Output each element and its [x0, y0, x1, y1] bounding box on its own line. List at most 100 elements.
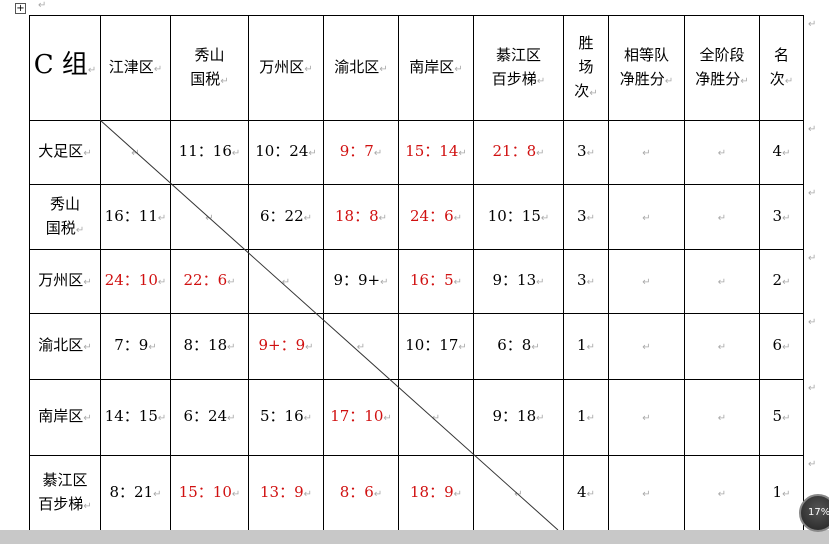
score-cell[interactable] [684, 249, 760, 314]
row-header-team[interactable]: 秀山 国税 [29, 184, 101, 250]
score-cell[interactable]: 3 [563, 120, 609, 185]
cell-text: 南岸区 [409, 57, 455, 76]
column-header[interactable]: 江津区 [100, 15, 171, 121]
score-cell[interactable]: 17：10 [323, 379, 399, 456]
column-header[interactable]: 万州区 [248, 15, 324, 121]
score-cell[interactable]: 9：9+ [323, 249, 399, 314]
score-cell[interactable]: 5 [759, 379, 804, 456]
score-cell[interactable] [608, 249, 685, 314]
score-cell[interactable]: 4 [759, 120, 804, 185]
table-move-handle-icon[interactable]: + [15, 3, 26, 14]
score-cell[interactable] [398, 379, 474, 456]
table-row: 秀山 国税 16：11 6：22 18：8 24：6 10：15 3 3 [29, 184, 804, 250]
score-cell[interactable] [100, 120, 171, 185]
score-cell[interactable] [608, 120, 685, 185]
score-cell[interactable]: 5：16 [248, 379, 324, 456]
score-cell[interactable]: 9+：9 [248, 313, 324, 380]
score-cell[interactable]: 8：6 [323, 455, 399, 531]
score-cell[interactable] [684, 379, 760, 456]
score-cell[interactable]: 18：8 [323, 184, 399, 250]
row-header-team[interactable]: 渝北区 [29, 313, 101, 380]
row-header-team[interactable]: 万州区 [29, 249, 101, 314]
column-header[interactable]: 綦江区 百步梯 [473, 15, 564, 121]
score-cell[interactable]: 3 [563, 184, 609, 250]
score-cell[interactable]: 13：9 [248, 455, 324, 531]
score-cell[interactable]: 7：9 [100, 313, 171, 380]
column-header[interactable]: 秀山 国税 [170, 15, 249, 121]
table-row: 渝北区 7：9 8：18 9+：9 10：17 6：8 1 6 [29, 313, 804, 380]
score-cell[interactable]: 10：15 [473, 184, 564, 250]
score-cell[interactable]: 15：14 [398, 120, 474, 185]
paragraph-mark-icon [642, 142, 650, 160]
score-cell[interactable]: 10：17 [398, 313, 474, 380]
score-cell[interactable]: 11：16 [170, 120, 249, 185]
cell-text: 14：15 [104, 407, 158, 425]
cell-text: 秀山 国税 [190, 45, 225, 88]
score-cell[interactable]: 1 [563, 313, 609, 380]
paragraph-mark-icon [227, 407, 235, 425]
score-cell[interactable]: 6：24 [170, 379, 249, 456]
column-header[interactable]: 名 次 [759, 15, 804, 121]
cell-text: 17：10 [330, 407, 384, 425]
cell-text: 9：18 [492, 407, 537, 425]
column-header[interactable]: 胜 场 次 [563, 15, 609, 121]
score-cell[interactable]: 9：7 [323, 120, 399, 185]
column-header[interactable]: 渝北区 [323, 15, 399, 121]
score-cell[interactable] [323, 313, 399, 380]
score-cell[interactable]: 21：8 [473, 120, 564, 185]
score-cell[interactable] [608, 184, 685, 250]
score-cell[interactable] [608, 455, 685, 531]
score-cell[interactable] [248, 249, 324, 314]
row-header-team[interactable]: 綦江区 百步梯 [29, 455, 101, 531]
score-cell[interactable]: 8：21 [100, 455, 171, 531]
score-cell[interactable]: 3 [759, 184, 804, 250]
score-cell[interactable]: 10：24 [248, 120, 324, 185]
score-cell[interactable]: 6 [759, 313, 804, 380]
paragraph-mark-icon [541, 207, 549, 225]
score-cell[interactable] [170, 184, 249, 250]
column-header[interactable]: 相等队 净胜分 [608, 15, 685, 121]
score-cell[interactable]: 8：18 [170, 313, 249, 380]
cell-text: 全阶段 净胜分 [695, 45, 745, 88]
cell-text: 10：17 [405, 336, 459, 354]
corner-label-cell[interactable]: C 组 [29, 15, 101, 121]
score-cell[interactable]: 2 [759, 249, 804, 314]
column-header[interactable]: 南岸区 [398, 15, 474, 121]
score-cell[interactable]: 9：18 [473, 379, 564, 456]
paragraph-mark-icon [83, 336, 91, 354]
score-cell[interactable] [608, 313, 685, 380]
score-cell[interactable]: 9：13 [473, 249, 564, 314]
paragraph-mark-icon [718, 207, 726, 225]
score-cell[interactable]: 16：11 [100, 184, 171, 250]
score-cell[interactable]: 16：5 [398, 249, 474, 314]
score-cell[interactable]: 1 [563, 379, 609, 456]
paragraph-mark-icon [83, 271, 91, 289]
score-cell[interactable] [608, 379, 685, 456]
paragraph-mark-icon [305, 336, 313, 354]
row-header-team[interactable]: 大足区 [29, 120, 101, 185]
cell-text: 1 [577, 407, 587, 425]
score-cell[interactable]: 14：15 [100, 379, 171, 456]
paragraph-mark-icon [536, 142, 544, 160]
column-header[interactable]: 全阶段 净胜分 [684, 15, 760, 121]
paragraph-mark-icon [158, 407, 166, 425]
score-cell[interactable] [684, 184, 760, 250]
score-cell[interactable]: 6：8 [473, 313, 564, 380]
paragraph-mark-icon [308, 142, 316, 160]
horizontal-scrollbar[interactable] [0, 530, 829, 544]
score-cell[interactable]: 15：10 [170, 455, 249, 531]
score-cell[interactable]: 1 [759, 455, 804, 531]
score-cell[interactable]: 3 [563, 249, 609, 314]
row-header-team[interactable]: 南岸区 [29, 379, 101, 456]
score-cell[interactable] [684, 120, 760, 185]
score-cell[interactable]: 24：10 [100, 249, 171, 314]
score-cell[interactable]: 4 [563, 455, 609, 531]
score-cell[interactable]: 6：22 [248, 184, 324, 250]
score-cell[interactable]: 24：6 [398, 184, 474, 250]
score-cell[interactable]: 22：6 [170, 249, 249, 314]
score-cell[interactable]: 18：9 [398, 455, 474, 531]
score-cell[interactable] [473, 455, 564, 531]
cell-text: 8：21 [109, 482, 154, 501]
score-cell[interactable] [684, 455, 760, 531]
score-cell[interactable] [684, 313, 760, 380]
